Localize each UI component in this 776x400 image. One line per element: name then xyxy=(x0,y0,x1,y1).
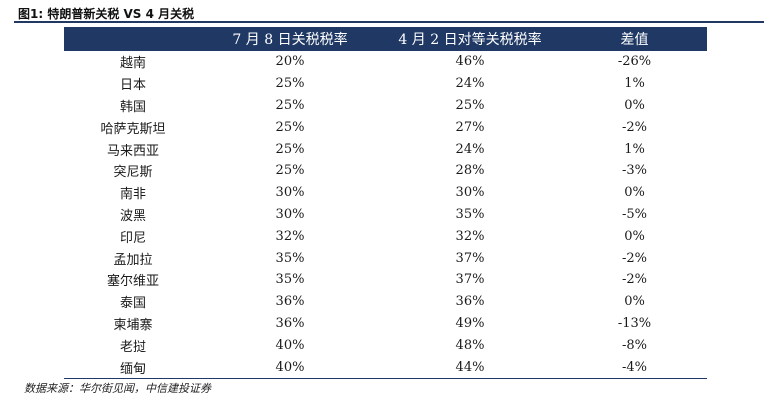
cell-apr2-rate: 44% xyxy=(455,359,485,375)
tariff-table: 7 月 8 日关税税率 4 月 2 日对等关税税率 差值 越南 20% 46% -26… xyxy=(64,27,707,378)
cell-jul8-rate: 40% xyxy=(275,337,305,353)
cell-apr2-rate: 28% xyxy=(455,163,485,179)
cell-apr2-rate: 24% xyxy=(455,141,485,157)
cell-difference: 1% xyxy=(624,141,645,157)
table-row: 韩国 25% 25% 0% xyxy=(64,95,707,117)
table-row: 马来西亚 25% 24% 1% xyxy=(64,138,707,160)
cell-country: 泰国 xyxy=(119,296,146,312)
title-divider xyxy=(14,21,764,23)
header-difference: 差值 xyxy=(620,32,649,48)
cell-apr2-rate: 27% xyxy=(455,119,485,135)
figure-title: 图1: 特朗普新关税 VS 4 月关税 xyxy=(18,7,195,21)
header-apr2-rate: 4 月 2 日对等关税税率 xyxy=(398,32,542,48)
table-row: 印尼 32% 32% 0% xyxy=(64,225,707,247)
cell-jul8-rate: 35% xyxy=(275,250,305,266)
cell-difference: -3% xyxy=(621,163,648,179)
cell-jul8-rate: 25% xyxy=(275,163,305,179)
cell-difference: 0% xyxy=(624,185,645,201)
cell-difference: 0% xyxy=(624,97,645,113)
cell-apr2-rate: 36% xyxy=(455,294,485,310)
cell-apr2-rate: 30% xyxy=(455,185,485,201)
table-row: 缅甸 40% 44% -4% xyxy=(64,356,707,378)
cell-difference: -2% xyxy=(621,272,648,288)
cell-country: 塞尔维亚 xyxy=(106,274,159,290)
cell-country: 突尼斯 xyxy=(113,165,153,181)
cell-difference: 1% xyxy=(624,76,645,92)
cell-country: 缅甸 xyxy=(119,361,146,377)
table-bottom-divider xyxy=(64,378,707,379)
cell-jul8-rate: 30% xyxy=(275,185,305,201)
table-row: 突尼斯 25% 28% -3% xyxy=(64,160,707,182)
cell-difference: -5% xyxy=(621,206,648,222)
cell-jul8-rate: 30% xyxy=(275,206,305,222)
table-row: 哈萨克斯坦 25% 27% -2% xyxy=(64,116,707,138)
cell-difference: -4% xyxy=(621,359,648,375)
table-row: 越南 20% 46% -26% xyxy=(64,51,707,73)
cell-jul8-rate: 36% xyxy=(275,294,305,310)
cell-country: 孟加拉 xyxy=(113,252,153,268)
cell-country: 韩国 xyxy=(119,99,146,115)
cell-jul8-rate: 40% xyxy=(275,359,305,375)
cell-country: 越南 xyxy=(119,56,146,72)
header-jul8-rate: 7 月 8 日关税税率 xyxy=(232,32,348,48)
source-note: 数据来源：华尔街见闻，中信建投证券 xyxy=(24,382,211,395)
cell-jul8-rate: 20% xyxy=(275,54,305,70)
cell-difference: -2% xyxy=(621,250,648,266)
cell-difference: -8% xyxy=(621,337,648,353)
cell-difference: 0% xyxy=(624,228,645,244)
table-row: 日本 25% 24% 1% xyxy=(64,73,707,95)
cell-difference: 0% xyxy=(624,294,645,310)
cell-country: 南非 xyxy=(119,187,146,203)
table-row: 孟加拉 35% 37% -2% xyxy=(64,247,707,269)
cell-apr2-rate: 25% xyxy=(455,97,485,113)
cell-difference: -13% xyxy=(617,315,652,331)
cell-country: 柬埔寨 xyxy=(113,317,153,333)
cell-country: 哈萨克斯坦 xyxy=(100,121,166,137)
cell-difference: -2% xyxy=(621,119,648,135)
header-country xyxy=(64,27,202,51)
cell-country: 马来西亚 xyxy=(106,143,159,159)
table-header-row: 7 月 8 日关税税率 4 月 2 日对等关税税率 差值 xyxy=(64,27,707,51)
cell-apr2-rate: 24% xyxy=(455,76,485,92)
cell-country: 印尼 xyxy=(119,230,146,246)
cell-jul8-rate: 25% xyxy=(275,141,305,157)
cell-apr2-rate: 48% xyxy=(455,337,485,353)
table-row: 柬埔寨 36% 49% -13% xyxy=(64,313,707,335)
cell-jul8-rate: 36% xyxy=(275,315,305,331)
table-row: 塞尔维亚 35% 37% -2% xyxy=(64,269,707,291)
cell-apr2-rate: 46% xyxy=(455,54,485,70)
cell-country: 日本 xyxy=(119,78,146,94)
cell-jul8-rate: 25% xyxy=(275,119,305,135)
table-body: 越南 20% 46% -26% 日本 25% 24% 1% 韩国 25% 25% 0% 哈萨克斯坦 25%… xyxy=(64,51,707,378)
cell-apr2-rate: 37% xyxy=(455,250,485,266)
cell-jul8-rate: 32% xyxy=(275,228,305,244)
cell-country: 波黑 xyxy=(119,208,146,224)
table-row: 老挝 40% 48% -8% xyxy=(64,334,707,356)
table-row: 南非 30% 30% 0% xyxy=(64,182,707,204)
cell-jul8-rate: 35% xyxy=(275,272,305,288)
cell-jul8-rate: 25% xyxy=(275,76,305,92)
cell-apr2-rate: 49% xyxy=(455,315,485,331)
table-row: 波黑 30% 35% -5% xyxy=(64,204,707,226)
cell-jul8-rate: 25% xyxy=(275,97,305,113)
table-row: 泰国 36% 36% 0% xyxy=(64,291,707,313)
cell-apr2-rate: 37% xyxy=(455,272,485,288)
cell-apr2-rate: 35% xyxy=(455,206,485,222)
cell-difference: -26% xyxy=(617,54,652,70)
cell-apr2-rate: 32% xyxy=(455,228,485,244)
cell-country: 老挝 xyxy=(119,339,146,355)
